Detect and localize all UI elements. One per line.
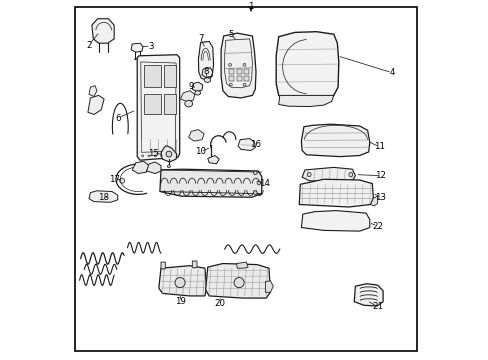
Polygon shape bbox=[207, 156, 219, 164]
Polygon shape bbox=[88, 95, 104, 114]
Polygon shape bbox=[238, 139, 255, 150]
Polygon shape bbox=[188, 130, 204, 141]
Polygon shape bbox=[143, 94, 161, 114]
Ellipse shape bbox=[166, 151, 171, 157]
Ellipse shape bbox=[243, 83, 245, 86]
Polygon shape bbox=[244, 76, 248, 81]
Polygon shape bbox=[180, 91, 194, 102]
Text: 15: 15 bbox=[148, 149, 159, 158]
Ellipse shape bbox=[154, 155, 156, 157]
Polygon shape bbox=[276, 32, 338, 102]
Text: 12: 12 bbox=[374, 171, 386, 180]
Polygon shape bbox=[236, 262, 247, 268]
Ellipse shape bbox=[147, 155, 150, 157]
Polygon shape bbox=[132, 161, 149, 174]
Polygon shape bbox=[146, 162, 161, 174]
Polygon shape bbox=[143, 65, 161, 87]
Polygon shape bbox=[89, 191, 118, 202]
Polygon shape bbox=[92, 19, 114, 43]
Ellipse shape bbox=[160, 155, 163, 157]
Polygon shape bbox=[160, 169, 261, 197]
Ellipse shape bbox=[257, 181, 260, 185]
Text: 18: 18 bbox=[98, 193, 109, 202]
Polygon shape bbox=[229, 76, 234, 81]
Polygon shape bbox=[205, 264, 270, 298]
Ellipse shape bbox=[194, 91, 200, 95]
Text: 3: 3 bbox=[148, 42, 153, 51]
Ellipse shape bbox=[166, 155, 169, 157]
Polygon shape bbox=[370, 196, 377, 206]
Text: 4: 4 bbox=[388, 68, 394, 77]
Polygon shape bbox=[161, 146, 177, 162]
Text: 22: 22 bbox=[371, 222, 383, 231]
Polygon shape bbox=[236, 76, 241, 81]
Text: 9: 9 bbox=[188, 82, 194, 91]
Text: 16: 16 bbox=[249, 140, 260, 149]
Text: 5: 5 bbox=[227, 30, 233, 39]
Text: 10: 10 bbox=[195, 148, 205, 157]
Polygon shape bbox=[278, 95, 333, 107]
Polygon shape bbox=[221, 33, 256, 98]
Polygon shape bbox=[229, 69, 234, 74]
Polygon shape bbox=[137, 55, 179, 160]
Ellipse shape bbox=[228, 63, 231, 66]
Polygon shape bbox=[299, 179, 373, 207]
Polygon shape bbox=[265, 281, 273, 292]
Ellipse shape bbox=[141, 155, 143, 157]
Polygon shape bbox=[202, 68, 212, 77]
Ellipse shape bbox=[167, 165, 170, 168]
Text: 17: 17 bbox=[109, 175, 120, 184]
Polygon shape bbox=[244, 69, 248, 74]
Ellipse shape bbox=[120, 178, 124, 183]
Polygon shape bbox=[131, 43, 142, 52]
Polygon shape bbox=[159, 266, 206, 296]
Polygon shape bbox=[89, 86, 97, 96]
Text: 14: 14 bbox=[258, 179, 269, 188]
Polygon shape bbox=[192, 82, 203, 91]
Polygon shape bbox=[301, 211, 369, 231]
Ellipse shape bbox=[175, 278, 185, 288]
Text: 2: 2 bbox=[86, 41, 92, 50]
Text: 19: 19 bbox=[175, 297, 185, 306]
Polygon shape bbox=[198, 41, 213, 80]
Ellipse shape bbox=[234, 278, 244, 288]
Polygon shape bbox=[192, 261, 197, 268]
Ellipse shape bbox=[243, 63, 245, 66]
Polygon shape bbox=[161, 262, 165, 269]
Polygon shape bbox=[354, 284, 382, 306]
Text: 21: 21 bbox=[371, 302, 383, 311]
Polygon shape bbox=[164, 94, 175, 114]
Ellipse shape bbox=[348, 172, 352, 177]
Text: 11: 11 bbox=[373, 143, 384, 152]
Polygon shape bbox=[301, 124, 369, 157]
Ellipse shape bbox=[253, 171, 257, 175]
Polygon shape bbox=[302, 167, 355, 182]
Text: 20: 20 bbox=[214, 299, 225, 307]
Ellipse shape bbox=[229, 83, 232, 86]
Ellipse shape bbox=[173, 155, 175, 157]
Polygon shape bbox=[164, 65, 175, 87]
Text: 1: 1 bbox=[248, 2, 253, 11]
Text: 8: 8 bbox=[203, 67, 208, 76]
Ellipse shape bbox=[253, 191, 257, 194]
Ellipse shape bbox=[184, 100, 192, 107]
Ellipse shape bbox=[204, 77, 210, 82]
Text: 7: 7 bbox=[198, 35, 203, 44]
Text: 6: 6 bbox=[115, 114, 120, 122]
Text: 13: 13 bbox=[374, 193, 386, 202]
Polygon shape bbox=[236, 69, 241, 74]
Ellipse shape bbox=[307, 172, 310, 177]
